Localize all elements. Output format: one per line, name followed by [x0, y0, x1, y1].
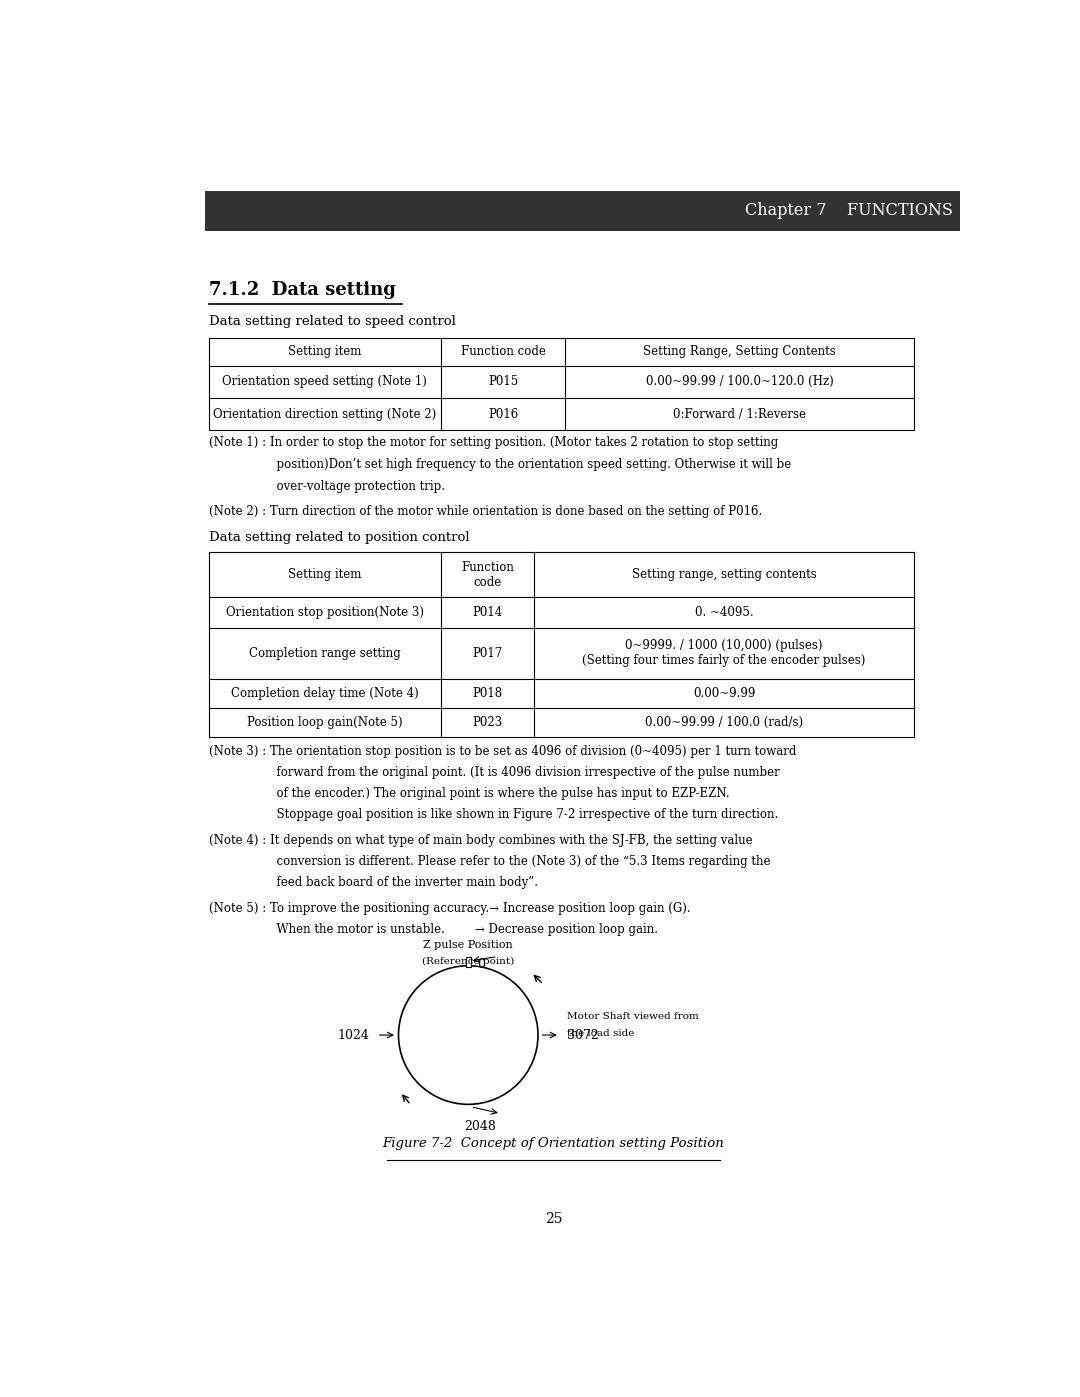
Text: (Note 5) : To improve the positioning accuracy.→ Increase position loop gain (G): (Note 5) : To improve the positioning ac… — [208, 902, 690, 915]
Text: conversion is different. Please refer to the (Note 3) of the “5.3 Items regardin: conversion is different. Please refer to… — [208, 855, 770, 869]
Text: Setting Range, Setting Contents: Setting Range, Setting Contents — [643, 345, 836, 358]
Text: 0. ~4095.: 0. ~4095. — [694, 606, 754, 619]
Text: Data setting related to speed control: Data setting related to speed control — [208, 314, 456, 328]
Bar — [208, 338, 914, 430]
Text: 2048: 2048 — [464, 1120, 496, 1133]
Text: (Note 3) : The orientation stop position is to be set as 4096 of division (0~409: (Note 3) : The orientation stop position… — [208, 745, 796, 757]
Text: Chapter 7    FUNCTIONS: Chapter 7 FUNCTIONS — [745, 203, 953, 219]
Text: forward from the original point. (It is 4096 division irrespective of the pulse : forward from the original point. (It is … — [208, 766, 780, 780]
Text: 3072: 3072 — [567, 1028, 598, 1042]
Text: 0.00~99.99 / 100.0~120.0 (Hz): 0.00~99.99 / 100.0~120.0 (Hz) — [646, 376, 834, 388]
Text: Figure 7-2  Concept of Orientation setting Position: Figure 7-2 Concept of Orientation settin… — [382, 1137, 725, 1150]
Text: Completion delay time (Note 4): Completion delay time (Note 4) — [231, 687, 419, 700]
Text: P016: P016 — [488, 408, 518, 420]
Text: Z pulse Position: Z pulse Position — [423, 940, 513, 950]
Text: P023: P023 — [473, 715, 503, 729]
Text: Completion range setting: Completion range setting — [249, 647, 401, 659]
Text: feed back board of the inverter main body”.: feed back board of the inverter main bod… — [208, 876, 538, 890]
Text: 0:Forward / 1:Reverse: 0:Forward / 1:Reverse — [673, 408, 806, 420]
Text: of the encoder.) The original point is where the pulse has input to EZP-EZN.: of the encoder.) The original point is w… — [208, 787, 729, 800]
Text: 7.1.2  Data setting: 7.1.2 Data setting — [208, 281, 395, 299]
Text: Function code: Function code — [461, 345, 545, 358]
Text: over-voltage protection trip.: over-voltage protection trip. — [208, 481, 445, 493]
Bar — [208, 552, 914, 738]
Bar — [465, 957, 471, 967]
Text: Orientation speed setting (Note 1): Orientation speed setting (Note 1) — [222, 376, 428, 388]
Text: Stoppage goal position is like shown in Figure 7-2 irrespective of the turn dire: Stoppage goal position is like shown in … — [208, 809, 778, 821]
Text: Setting item: Setting item — [288, 569, 362, 581]
Text: 0.00~9.99: 0.00~9.99 — [692, 687, 755, 700]
Text: (Note 2) : Turn direction of the motor while orientation is done based on the se: (Note 2) : Turn direction of the motor w… — [208, 506, 761, 518]
Text: P015: P015 — [488, 376, 518, 388]
Text: Setting range, setting contents: Setting range, setting contents — [632, 569, 816, 581]
Text: P017: P017 — [473, 647, 503, 659]
Text: Function
code: Function code — [461, 560, 514, 588]
Text: Orientation direction setting (Note 2): Orientation direction setting (Note 2) — [213, 408, 436, 420]
Text: (Note 4) : It depends on what type of main body combines with the SJ-FB, the set: (Note 4) : It depends on what type of ma… — [208, 834, 753, 847]
Text: When the motor is unstable.        → Decrease position loop gain.: When the motor is unstable. → Decrease p… — [208, 923, 658, 936]
Text: the load side: the load side — [567, 1028, 635, 1038]
Text: 25: 25 — [544, 1213, 563, 1227]
Text: 0~9999. / 1000 (10,000) (pulses)
(Setting four times fairly of the encoder pulse: 0~9999. / 1000 (10,000) (pulses) (Settin… — [582, 638, 866, 668]
Text: position)Don’t set high frequency to the orientation speed setting. Otherwise it: position)Don’t set high frequency to the… — [208, 458, 791, 471]
Text: 1024: 1024 — [338, 1028, 369, 1042]
Text: 0.00~99.99 / 100.0 (rad/s): 0.00~99.99 / 100.0 (rad/s) — [645, 715, 804, 729]
Text: Position loop gain(Note 5): Position loop gain(Note 5) — [247, 715, 403, 729]
Text: Orientation stop position(Note 3): Orientation stop position(Note 3) — [226, 606, 423, 619]
Text: P018: P018 — [473, 687, 502, 700]
Text: 0: 0 — [477, 958, 486, 971]
Text: Setting item: Setting item — [288, 345, 362, 358]
Text: Motor Shaft viewed from: Motor Shaft viewed from — [567, 1011, 699, 1021]
Text: (Reference point): (Reference point) — [422, 957, 514, 965]
Text: P014: P014 — [473, 606, 503, 619]
Text: (Note 1) : In order to stop the motor for setting position. (Motor takes 2 rotat: (Note 1) : In order to stop the motor fo… — [208, 436, 778, 450]
Bar — [205, 191, 960, 231]
Text: Data setting related to position control: Data setting related to position control — [208, 531, 469, 543]
